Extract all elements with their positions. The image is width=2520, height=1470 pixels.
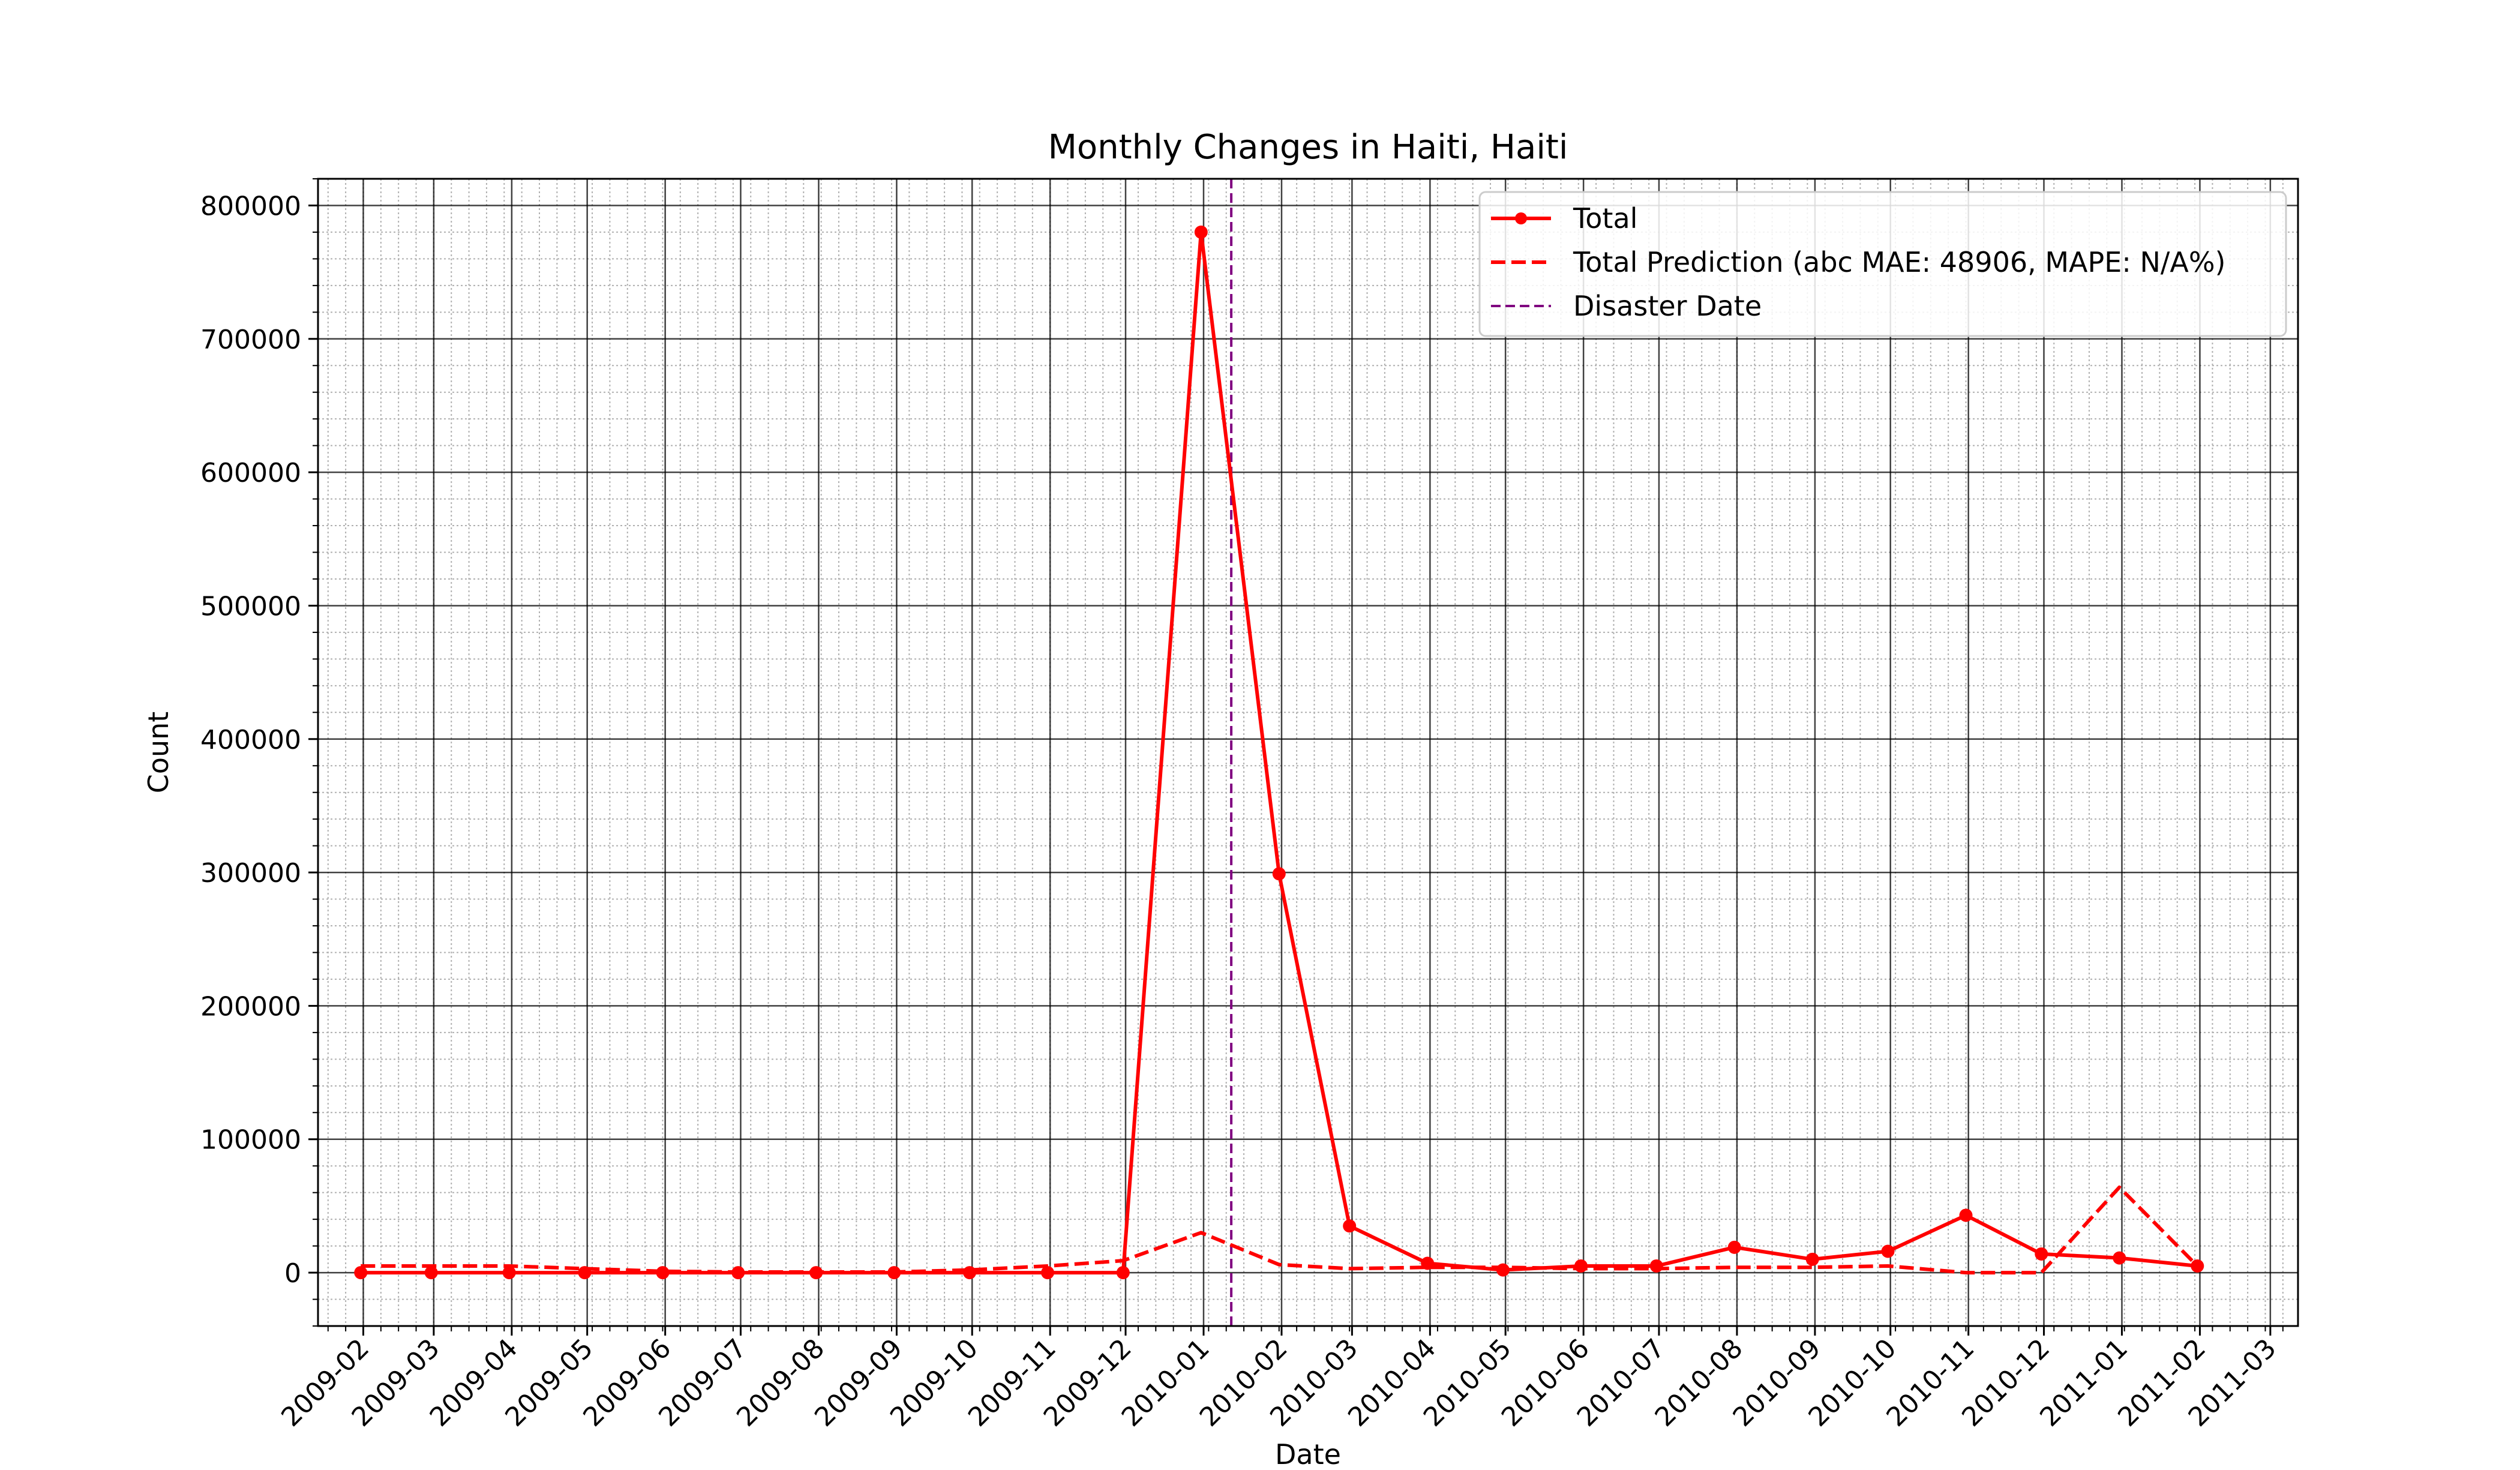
total-data-point xyxy=(502,1266,516,1280)
total-data-point xyxy=(731,1266,745,1280)
prediction-series-line xyxy=(361,1185,2199,1275)
total-data-point xyxy=(1421,1256,1435,1270)
total-data-point xyxy=(1116,1266,1130,1280)
legend: Total Total Prediction (abc MAE: 48906, … xyxy=(1478,191,2287,337)
total-data-point xyxy=(1272,867,1286,881)
legend-disaster-label: Disaster Date xyxy=(1573,290,1762,322)
y-tick-label: 700000 xyxy=(200,325,301,355)
total-data-point xyxy=(1343,1219,1357,1233)
axis-ticks xyxy=(308,178,2284,1336)
legend-total-label: Total xyxy=(1573,202,1637,235)
total-data-point xyxy=(354,1266,368,1280)
total-data-point xyxy=(809,1266,823,1280)
y-tick-label: 100000 xyxy=(200,1125,301,1156)
total-data-point xyxy=(1727,1240,1741,1254)
y-tick-label: 0 xyxy=(284,1258,301,1289)
total-data-point xyxy=(1194,225,1208,239)
x-axis-label: Date xyxy=(1275,1438,1341,1470)
total-data-point xyxy=(1959,1208,1973,1222)
total-data-point xyxy=(424,1266,438,1280)
legend-prediction-label: Total Prediction (abc MAE: 48906, MAPE: … xyxy=(1573,246,2225,278)
legend-total-marker xyxy=(1515,212,1527,224)
y-tick-label: 300000 xyxy=(200,858,301,889)
chart-title: Monthly Changes in Haiti, Haiti xyxy=(1048,128,1568,167)
total-data-point xyxy=(1805,1252,1819,1266)
data-markers xyxy=(354,225,2204,1280)
y-tick-label: 200000 xyxy=(200,991,301,1022)
y-tick-label: 500000 xyxy=(200,591,301,622)
total-data-point xyxy=(2191,1259,2204,1273)
y-tick-labels: 0 100000 200000 300000 400000 500000 600000 700… xyxy=(200,191,301,1289)
plot-frame xyxy=(317,178,2299,1327)
y-axis-label: Count xyxy=(142,712,175,794)
y-tick-label: 600000 xyxy=(200,458,301,488)
total-data-point xyxy=(887,1266,901,1280)
total-data-point xyxy=(1649,1259,1663,1273)
total-data-point xyxy=(1574,1259,1588,1273)
y-tick-label: 800000 xyxy=(200,191,301,221)
total-data-point xyxy=(656,1266,670,1280)
total-data-point xyxy=(1041,1266,1055,1280)
total-data-point xyxy=(1881,1244,1895,1258)
y-tick-label: 400000 xyxy=(200,725,301,755)
total-data-point xyxy=(578,1266,592,1280)
total-data-point xyxy=(2035,1247,2048,1261)
total-data-point xyxy=(2113,1251,2126,1265)
total-data-point xyxy=(963,1266,977,1280)
total-data-point xyxy=(1496,1263,1510,1277)
legend-box xyxy=(1478,191,2287,337)
